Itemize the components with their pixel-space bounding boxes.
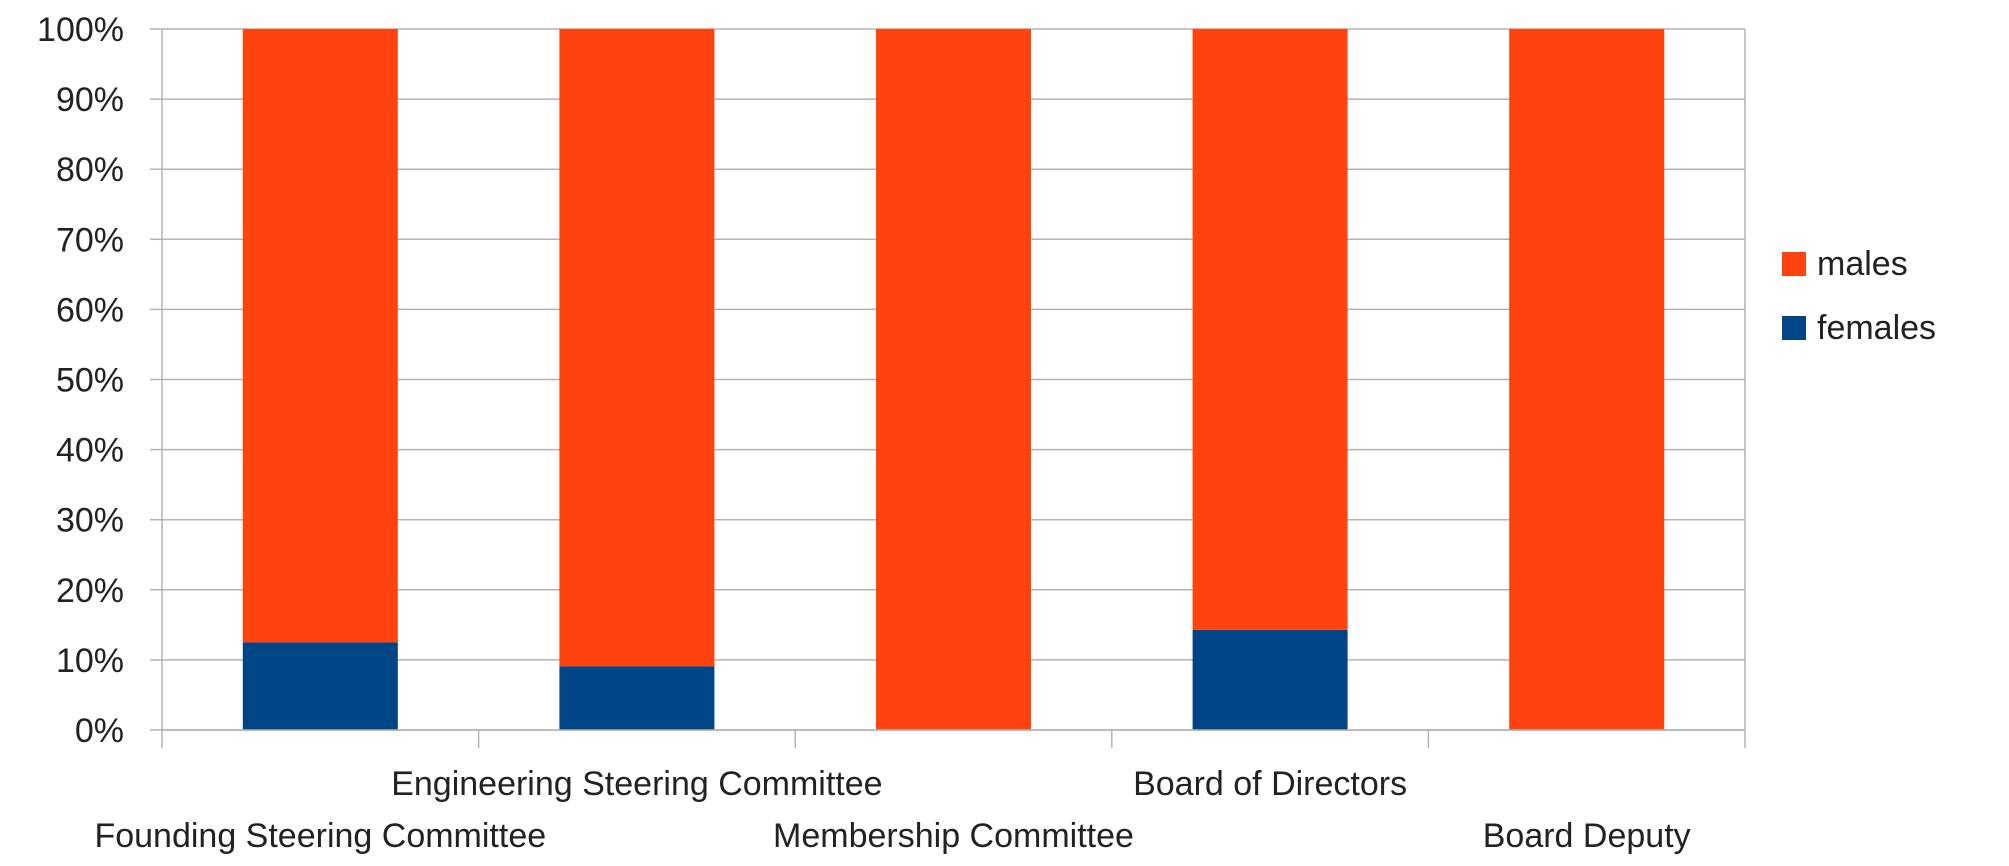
y-tick-label: 0%: [75, 712, 124, 750]
legend-label: females: [1817, 309, 1936, 347]
x-tick-label: Founding Steering Committee: [94, 817, 546, 855]
y-tick-label: 70%: [56, 221, 124, 259]
y-tick-label: 10%: [56, 642, 124, 680]
bar-females: [1192, 629, 1348, 730]
y-tick-label: 50%: [56, 362, 124, 400]
bar-males: [876, 29, 1031, 730]
bar-males: [559, 29, 715, 667]
y-tick-label: 20%: [56, 572, 124, 610]
x-tick-label: Membership Committee: [773, 817, 1134, 855]
y-tick-label: 30%: [56, 502, 124, 540]
y-tick-label: 80%: [56, 151, 124, 189]
y-tick-label: 90%: [56, 81, 124, 119]
y-tick-label: 100%: [37, 11, 124, 49]
y-tick-label: 40%: [56, 432, 124, 470]
legend-swatch: [1782, 252, 1806, 276]
x-tick-label: Board of Directors: [1133, 765, 1407, 803]
bar-males: [242, 29, 398, 643]
bar-males: [1192, 29, 1348, 630]
x-tick-label: Engineering Steering Committee: [391, 765, 882, 803]
x-tick-label: Board Deputy: [1483, 817, 1691, 855]
y-tick-label: 60%: [56, 291, 124, 329]
bar-females: [242, 642, 398, 730]
bar-females: [559, 666, 715, 730]
bar-males: [1509, 29, 1665, 730]
legend-label: males: [1817, 245, 1908, 283]
legend-swatch: [1782, 316, 1806, 340]
